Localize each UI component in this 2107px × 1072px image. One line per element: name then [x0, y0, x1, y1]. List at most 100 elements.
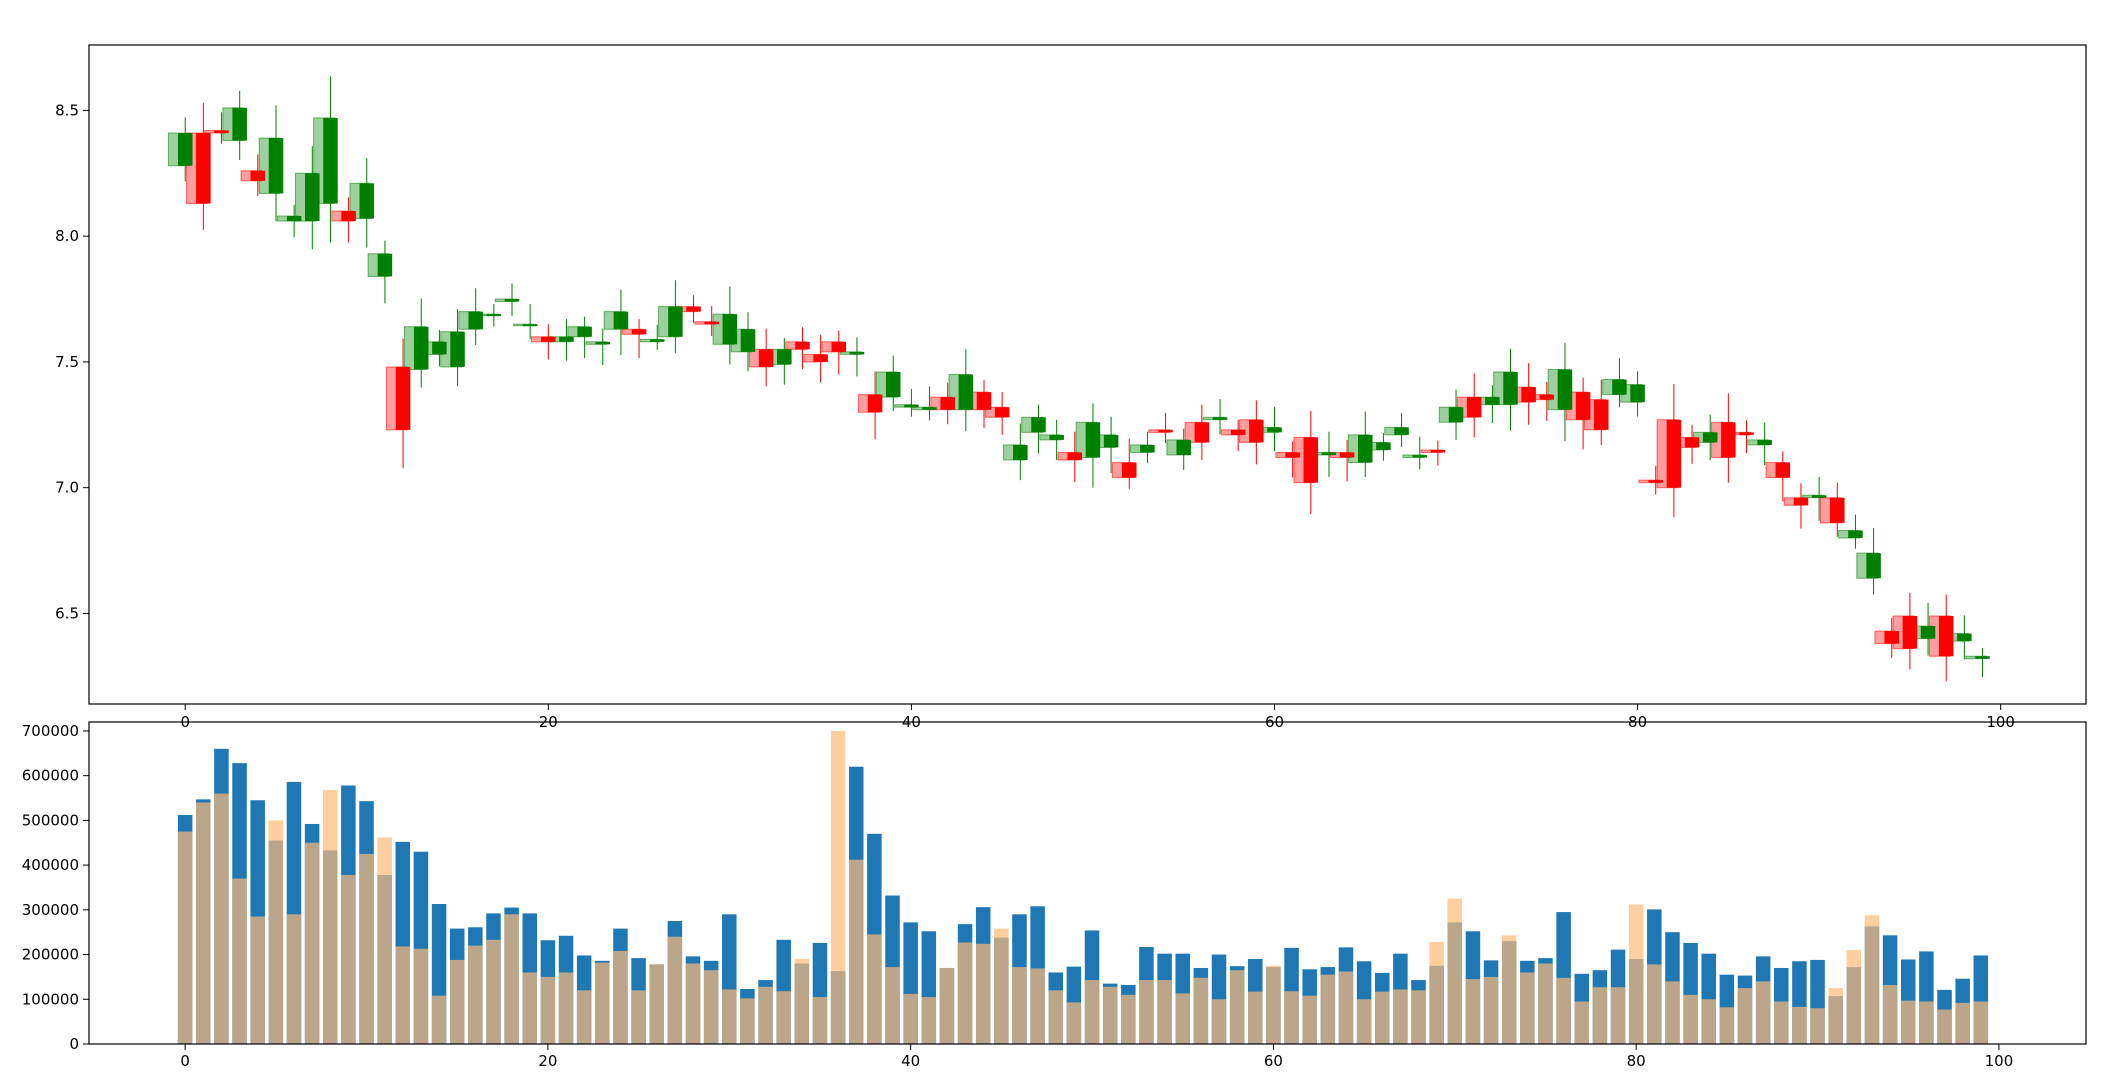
candle-body-14	[432, 341, 447, 355]
volume-bar-s1-89	[1792, 1006, 1807, 1044]
volume-bar-s1-16	[468, 945, 483, 1044]
candle-body-8	[323, 117, 338, 204]
candle-body-62	[1303, 437, 1319, 483]
volume-bar-s1-47	[1030, 968, 1045, 1044]
volume-bar-s1-12	[395, 946, 411, 1044]
volume-bar-s1-85	[1719, 1007, 1735, 1044]
volume-bar-s1-33	[776, 991, 791, 1044]
candle-body-26	[649, 339, 665, 342]
volume-x-tick-label-0: 0	[180, 1052, 190, 1070]
price-y-axis: 6.5 7.0 7.5 8.0 8.5	[55, 101, 89, 622]
volume-bar-s1-49	[1066, 1002, 1082, 1044]
volume-y-tick-label-0: 0	[69, 1035, 79, 1053]
volume-bar-s1-15	[449, 959, 465, 1044]
candle-body-92	[1848, 530, 1863, 538]
candle-body-78	[1594, 399, 1609, 430]
candle-body-59	[1249, 419, 1264, 443]
volume-bar-s1-0	[177, 831, 193, 1044]
volume-bar-s1-25	[631, 990, 646, 1044]
candle-body-68	[1412, 454, 1427, 458]
candle-body-10	[359, 183, 375, 219]
volume-bar-s1-42	[939, 967, 955, 1044]
volume-bar-s1-14	[431, 995, 447, 1044]
volume-bar-s1-41	[921, 997, 937, 1044]
candle-body-93	[1866, 553, 1881, 579]
candle-body-95	[1902, 615, 1918, 649]
volume-bar-s1-10	[359, 853, 374, 1044]
volume-bar-s1-50	[1084, 980, 1100, 1044]
candle-body-73	[1503, 371, 1518, 405]
volume-bar-s1-76	[1556, 977, 1571, 1044]
volume-bar-s1-61	[1284, 991, 1299, 1044]
volume-x-axis: 0 20 40 60 80 100	[180, 1044, 2013, 1070]
volume-bar-s1-5	[268, 820, 284, 1044]
volume-y-axis: 0 100000 200000 300000 400000 500000 600000 700…	[22, 722, 89, 1053]
volume-x-tick-label-4: 80	[1627, 1052, 1646, 1070]
volume-bar-s1-84	[1701, 999, 1716, 1044]
price-plot-area	[167, 76, 1990, 682]
candle-body-63	[1321, 452, 1337, 455]
volume-bar-s1-39	[885, 967, 900, 1044]
volume-x-tick-label-1: 20	[538, 1052, 557, 1070]
volume-bar-s1-74	[1520, 972, 1535, 1044]
candle-body-86	[1739, 432, 1754, 435]
volume-y-tick-label-4: 400000	[22, 856, 79, 874]
volume-bar-s1-71	[1465, 979, 1481, 1044]
volume-bar-s1-21	[558, 972, 574, 1044]
candle-body-48	[1049, 434, 1064, 440]
candle-body-18	[504, 299, 520, 302]
volume-bar-s1-24	[613, 950, 628, 1044]
candle-body-84	[1702, 432, 1718, 443]
candle-body-97	[1938, 615, 1954, 657]
candle-body-91	[1830, 497, 1845, 523]
candle-body-60	[1267, 427, 1282, 433]
candle-body-98	[1957, 633, 1972, 642]
volume-bar-s1-13	[413, 948, 429, 1044]
volume-bar-s1-30	[722, 989, 737, 1044]
volume-axes-frame	[88, 721, 2087, 1045]
candle-body-70	[1448, 407, 1464, 423]
candle-body-89	[1793, 497, 1809, 506]
volume-bar-s1-53	[1139, 980, 1154, 1044]
volume-bar-s1-8	[322, 789, 338, 1044]
candle-body-20	[541, 336, 556, 342]
candle-body-87	[1757, 439, 1772, 445]
volume-bar-s1-29	[703, 970, 719, 1044]
candle-body-53	[1140, 444, 1155, 453]
candle-body-9	[341, 211, 356, 222]
price-y-tick-label-3: 8.0	[55, 227, 79, 245]
volume-y-tick-label-1: 100000	[22, 990, 79, 1008]
candle-body-47	[1031, 417, 1046, 433]
candle-body-79	[1612, 379, 1627, 395]
candle-body-83	[1684, 437, 1700, 448]
volume-x-tick-label-3: 60	[1264, 1052, 1283, 1070]
volume-bar-s1-22	[576, 990, 592, 1044]
volume-bar-s1-66	[1374, 991, 1390, 1044]
volume-bar-s1-7	[304, 842, 320, 1044]
candle-body-54	[1158, 429, 1173, 433]
price-axes-frame	[88, 44, 2087, 705]
volume-bar-s1-43	[957, 942, 973, 1044]
volume-bar-s1-35	[812, 997, 828, 1044]
volume-bar-s1-77	[1574, 1001, 1590, 1044]
volume-bar-s1-6	[286, 914, 302, 1044]
volume-bar-s1-92	[1846, 950, 1862, 1044]
candle-body-36	[831, 341, 847, 352]
candle-body-19	[522, 324, 538, 327]
volume-bar-s1-78	[1592, 987, 1608, 1044]
candle-body-34	[795, 341, 810, 350]
volume-bar-s1-72	[1483, 976, 1499, 1044]
price-y-tick-label-1: 7.0	[55, 479, 79, 497]
candle-body-76	[1557, 369, 1573, 410]
candle-body-15	[450, 331, 465, 367]
candle-body-0	[177, 133, 193, 166]
candle-body-24	[613, 311, 629, 330]
candle-body-31	[740, 329, 756, 352]
volume-bar-s1-51	[1102, 986, 1118, 1044]
volume-bar-s1-80	[1628, 904, 1644, 1044]
candle-body-40	[904, 404, 919, 408]
candle-body-50	[1085, 422, 1101, 458]
volume-bar-s1-31	[740, 998, 755, 1044]
volume-bar-s1-73	[1501, 935, 1517, 1044]
volume-x-tick-label-2: 40	[901, 1052, 920, 1070]
